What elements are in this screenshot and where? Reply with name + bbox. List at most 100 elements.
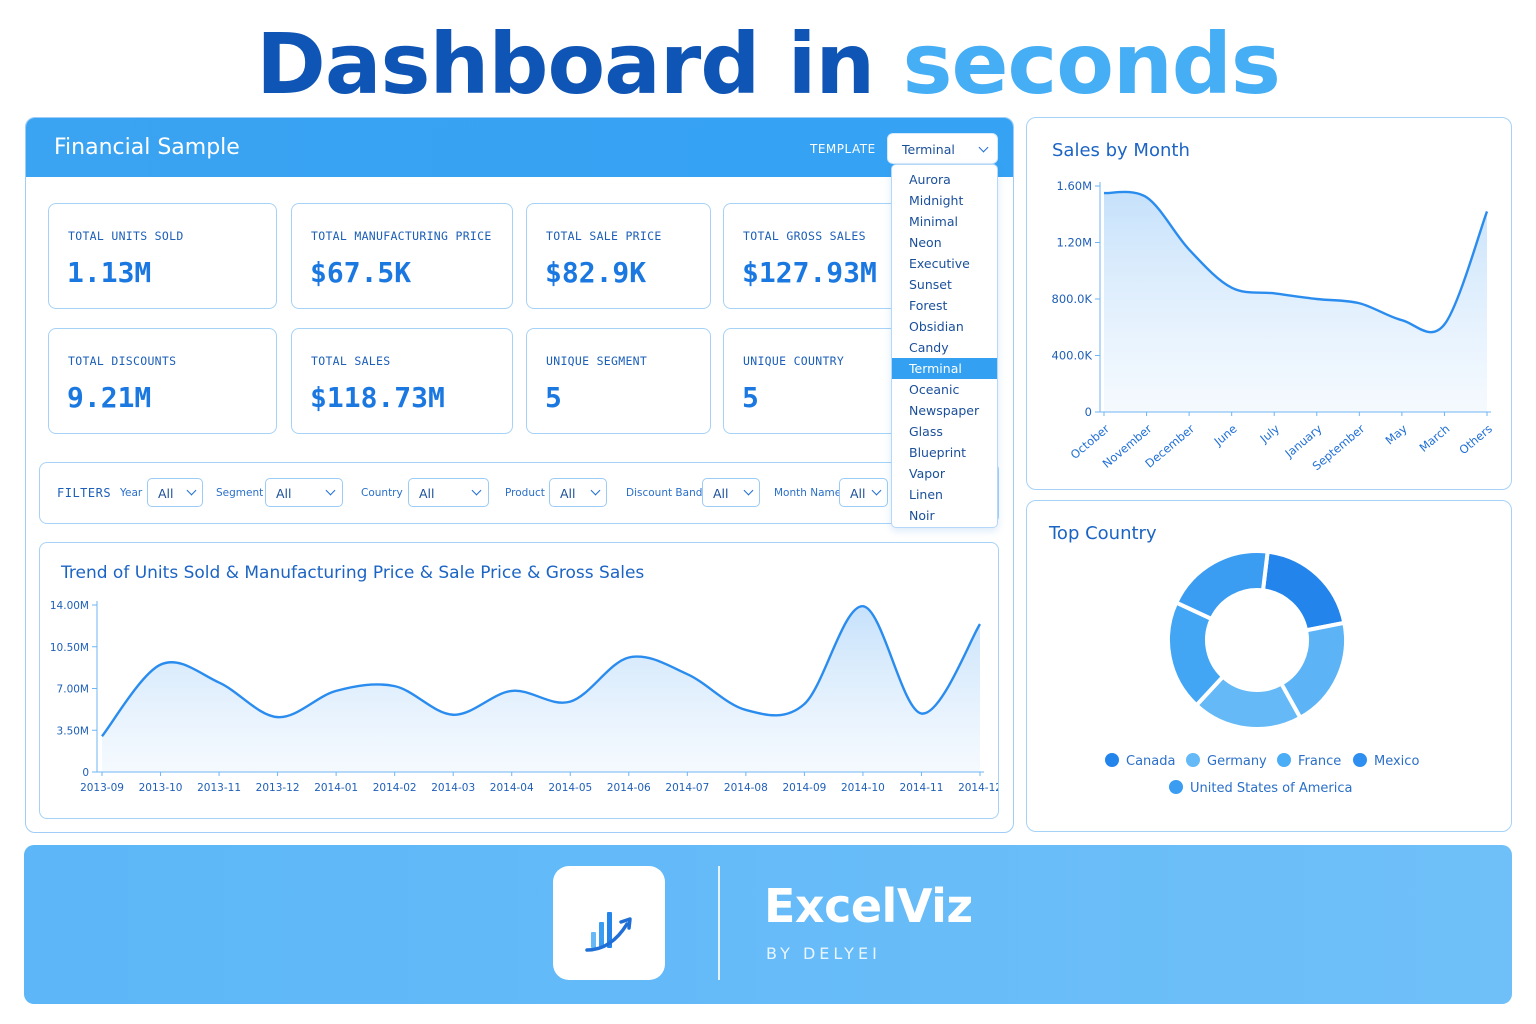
legend-label: Germany: [1207, 754, 1267, 769]
y-tick-label: 10.50M: [50, 642, 89, 654]
y-tick-label: 400.0K: [1052, 349, 1093, 363]
y-tick-label: 1.20M: [1056, 236, 1092, 250]
legend-label: Mexico: [1374, 754, 1420, 769]
template-option[interactable]: Linen: [909, 487, 943, 502]
kpi-card: UNIQUE COUNTRY 5: [723, 328, 908, 434]
kpi-value: 5: [742, 381, 759, 414]
filter-label-country: Country: [361, 487, 403, 499]
app-logo: [553, 866, 665, 980]
x-tick-label: July: [1257, 421, 1283, 446]
filters-bar: FILTERS Year All Segment All Country All…: [39, 462, 999, 524]
x-tick-label: 2014-01: [314, 782, 358, 794]
dashboard-panel: Financial Sample TEMPLATE Terminal Auror…: [25, 117, 1014, 833]
y-tick-label: 3.50M: [57, 725, 89, 737]
template-option[interactable]: Glass: [909, 424, 943, 439]
template-option[interactable]: Forest: [909, 298, 948, 313]
trend-chart-card: Trend of Units Sold & Manufacturing Pric…: [39, 542, 999, 819]
template-option[interactable]: Aurora: [909, 172, 951, 187]
filter-segment-select[interactable]: All: [265, 478, 343, 507]
sales-by-month-chart: 0400.0K800.0K1.20M1.60MOctoberNovemberDe…: [1052, 179, 1495, 473]
kpi-label: UNIQUE COUNTRY: [743, 354, 845, 368]
kpi-value: $67.5K: [310, 256, 412, 289]
filter-product-select[interactable]: All: [549, 478, 607, 507]
filter-discount-band-select[interactable]: All: [702, 478, 760, 507]
x-tick-label: 2013-09: [80, 782, 124, 794]
kpi-card: TOTAL DISCOUNTS 9.21M: [48, 328, 277, 434]
template-option[interactable]: Noir: [909, 508, 935, 523]
template-option[interactable]: Executive: [909, 256, 970, 271]
filter-month-name-select[interactable]: All: [839, 478, 888, 507]
filter-label-product: Product: [505, 487, 545, 499]
kpi-value: $118.73M: [310, 381, 445, 414]
filter-label-year: Year: [120, 487, 143, 499]
template-option[interactable]: Neon: [909, 235, 942, 250]
filter-country-select[interactable]: All: [408, 478, 489, 507]
legend-item-usa: United States of America: [1169, 780, 1352, 796]
legend-swatch: [1169, 780, 1183, 794]
template-select[interactable]: Terminal: [887, 133, 998, 164]
x-tick-label: 2014-05: [548, 782, 592, 794]
kpi-card: TOTAL GROSS SALES $127.93M: [723, 203, 908, 309]
x-tick-label: 2014-09: [782, 782, 826, 794]
brand-subtitle: BY DELYEI: [766, 944, 881, 963]
kpi-label: TOTAL MANUFACTURING PRICE: [311, 229, 492, 243]
legend-swatch: [1105, 753, 1119, 767]
kpi-label: TOTAL DISCOUNTS: [68, 354, 177, 368]
donut-slice-usa[interactable]: [1173, 549, 1270, 622]
filter-label-segment: Segment: [216, 487, 264, 499]
legend-swatch: [1186, 753, 1200, 767]
x-tick-label: 2014-02: [373, 782, 417, 794]
template-option[interactable]: Blueprint: [909, 445, 967, 460]
kpi-value: 1.13M: [67, 256, 152, 289]
kpi-label: TOTAL SALES: [311, 354, 391, 368]
kpi-card: TOTAL MANUFACTURING PRICE $67.5K: [291, 203, 513, 309]
filters-title: FILTERS: [57, 486, 112, 500]
donut-slice-canada[interactable]: [1260, 549, 1347, 633]
filter-value: All: [713, 486, 729, 501]
sales-by-month-title: Sales by Month: [1052, 140, 1190, 161]
x-tick-label: 2013-10: [139, 782, 183, 794]
x-tick-label: 2014-08: [724, 782, 768, 794]
filter-value: All: [850, 486, 866, 501]
kpi-card: TOTAL SALES $118.73M: [291, 328, 513, 434]
legend-item-canada: Canada: [1105, 753, 1175, 769]
y-tick-label: 0: [82, 767, 89, 779]
trend-chart: 0 3.50M 7.00M 10.50M 14.00M 2013-09 2013-10 201…: [50, 600, 998, 794]
chevron-down-icon: [978, 142, 989, 153]
hero-headline: Dashboard in seconds: [0, 14, 1536, 114]
chevron-down-icon: [743, 485, 754, 496]
y-tick-label: 800.0K: [1052, 292, 1093, 306]
area-fill: [1104, 191, 1487, 412]
x-tick-label: 2014-06: [607, 782, 651, 794]
template-option[interactable]: Sunset: [909, 277, 952, 292]
x-tick-label: 2014-04: [490, 782, 534, 794]
x-tick-label: 2014-10: [841, 782, 885, 794]
chevron-down-icon: [186, 485, 197, 496]
legend-label: France: [1298, 754, 1342, 769]
legend-label: United States of America: [1190, 781, 1353, 796]
kpi-card: TOTAL UNITS SOLD 1.13M: [48, 203, 277, 309]
template-option[interactable]: Obsidian: [909, 319, 964, 334]
panel-header: Financial Sample TEMPLATE Terminal: [26, 118, 1013, 177]
filter-label-discount-band: Discount Band: [626, 487, 703, 499]
filter-year-select[interactable]: All: [147, 478, 203, 507]
y-tick-label: 14.00M: [50, 600, 89, 612]
template-option[interactable]: Vapor: [909, 466, 945, 481]
top-country-donut: [1166, 549, 1348, 731]
template-option[interactable]: Midnight: [909, 193, 964, 208]
template-option[interactable]: Candy: [909, 340, 949, 355]
series-line: [1103, 190, 1489, 334]
panel-title: Financial Sample: [54, 135, 240, 160]
kpi-value: $82.9K: [545, 256, 647, 289]
x-tick-label: 2014-07: [665, 782, 709, 794]
brand-name: ExcelViz: [764, 879, 973, 933]
kpi-label: TOTAL UNITS SOLD: [68, 229, 184, 243]
template-option[interactable]: Minimal: [909, 214, 958, 229]
x-tick-label: March: [1417, 422, 1453, 455]
template-option[interactable]: Newspaper: [909, 403, 980, 418]
template-select-value: Terminal: [902, 142, 955, 157]
template-option[interactable]: Oceanic: [909, 382, 960, 397]
x-tick-label: June: [1211, 422, 1240, 449]
x-tick-label: 2014-11: [900, 782, 944, 794]
template-option-selected[interactable]: Terminal: [892, 358, 997, 379]
